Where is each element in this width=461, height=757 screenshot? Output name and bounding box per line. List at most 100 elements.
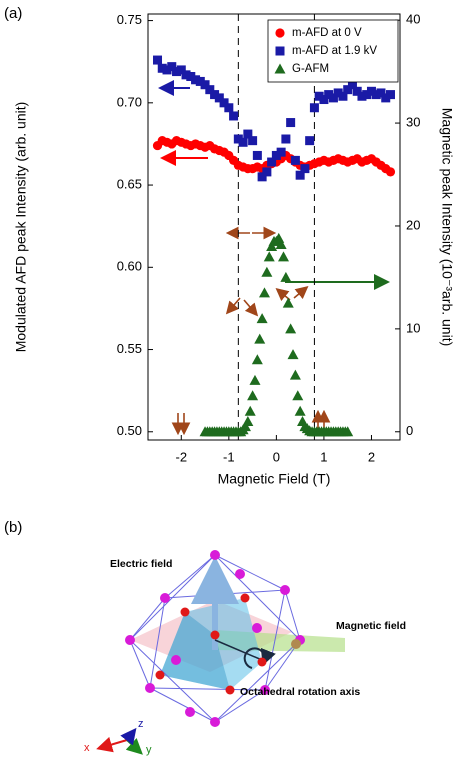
- diagram-label: Octahedral rotation axis: [240, 686, 360, 698]
- data-point: [289, 369, 301, 380]
- data-point: [294, 405, 306, 416]
- data-point: [181, 70, 191, 80]
- data-point: [195, 76, 205, 86]
- axis-arrow: [96, 736, 128, 753]
- y-tick-label: 0.55: [117, 341, 142, 356]
- data-point: [172, 67, 182, 77]
- x-tick-label: 0: [273, 449, 280, 464]
- crystal-diagram: Electric field Magnetic field Octahedral…: [84, 550, 406, 756]
- data-point: [243, 129, 253, 139]
- data-point: [295, 170, 305, 180]
- data-point: [256, 313, 268, 324]
- y2-tick-label: 30: [406, 115, 420, 130]
- y-tick-label: 0.60: [117, 259, 142, 274]
- y2-tick-label: 10: [406, 320, 420, 335]
- panel-label: (b): [4, 519, 22, 536]
- data-point: [347, 80, 357, 90]
- data-point: [305, 136, 315, 146]
- data-point: [205, 85, 215, 95]
- legend: m-AFD at 0 V m-AFD at 1.9 kV G-AFM: [267, 19, 399, 83]
- data-point: [257, 172, 267, 182]
- data-point: [292, 390, 304, 401]
- data-point: [258, 287, 270, 298]
- panel-label: (a): [4, 5, 22, 22]
- data-point: [300, 164, 310, 174]
- data-point: [366, 86, 376, 96]
- data-point: [352, 86, 362, 96]
- data-point: [357, 91, 367, 101]
- data-point: [362, 90, 372, 100]
- data-point: [242, 415, 254, 426]
- data-point: [286, 118, 296, 128]
- legend-marker: [275, 28, 285, 38]
- data-point: [275, 238, 287, 249]
- data-point: [200, 80, 210, 90]
- atoms: [125, 550, 305, 727]
- y2-tick-label: 20: [406, 217, 420, 232]
- data-point: [263, 251, 275, 262]
- data-point: [267, 157, 277, 167]
- legend-label: m-AFD at 1.9 kV: [292, 45, 377, 57]
- y-tick-label: 0.50: [117, 423, 142, 438]
- legend-label: G-AFM: [292, 63, 329, 75]
- data-point: [376, 88, 386, 98]
- axis-name: x: [84, 742, 90, 754]
- data-point: [254, 333, 266, 344]
- data-point: [224, 103, 234, 113]
- y-axis-label: Modulated AFD peak Intensity (arb. unit): [13, 102, 29, 353]
- data-point: [191, 75, 201, 85]
- axis-arrow: [120, 727, 137, 746]
- y-tick-label: 0.70: [117, 94, 142, 109]
- data-point: [280, 271, 292, 282]
- octahedron: [160, 598, 262, 690]
- y2-axis-label: Magnetic peak Intensity (10⁻³arb. unit): [439, 108, 455, 347]
- data-point: [276, 147, 286, 157]
- x-tick-label: 1: [320, 449, 327, 464]
- y2-tick-label: 40: [406, 12, 420, 27]
- x-axis-label: Magnetic Field (T): [218, 471, 331, 487]
- data-point: [252, 150, 262, 160]
- spin-arrows: [171, 226, 331, 436]
- axis-name: y: [146, 744, 152, 756]
- data-point: [229, 111, 239, 121]
- data-point: [153, 55, 163, 65]
- data-point: [162, 65, 172, 75]
- data-point: [385, 167, 396, 177]
- data-point: [290, 155, 300, 165]
- data-point: [319, 95, 329, 105]
- x-tick-label: -2: [176, 449, 188, 464]
- data-point: [251, 354, 263, 365]
- data-point: [266, 241, 278, 252]
- data-point: [309, 103, 319, 113]
- axis-name: z: [138, 718, 144, 730]
- legend-label: m-AFD at 0 V: [292, 27, 362, 39]
- atom: [291, 639, 301, 649]
- data-point: [233, 134, 243, 144]
- data-point: [328, 93, 338, 103]
- data-point: [281, 134, 291, 144]
- data-point: [271, 150, 281, 160]
- data-point: [176, 65, 186, 75]
- data-point: [239, 421, 251, 432]
- data-point: [210, 90, 220, 100]
- oxygen-atoms: [155, 593, 267, 695]
- data-point: [287, 349, 299, 360]
- data-point: [167, 62, 177, 72]
- legend-box: [267, 19, 399, 83]
- data-point: [342, 426, 354, 437]
- data-point: [385, 90, 395, 100]
- data-point: [333, 88, 343, 98]
- series: [153, 55, 395, 182]
- data-point: [249, 374, 261, 385]
- data-point: [261, 266, 273, 277]
- series: [199, 232, 354, 437]
- data-point: [214, 93, 224, 103]
- plot-frame: [147, 13, 401, 441]
- data-point: [314, 91, 324, 101]
- data-point: [244, 405, 256, 416]
- data-point: [247, 390, 259, 401]
- data-point: [338, 91, 348, 101]
- y-tick-label: 0.75: [117, 12, 142, 27]
- x-tick-label: 2: [368, 449, 375, 464]
